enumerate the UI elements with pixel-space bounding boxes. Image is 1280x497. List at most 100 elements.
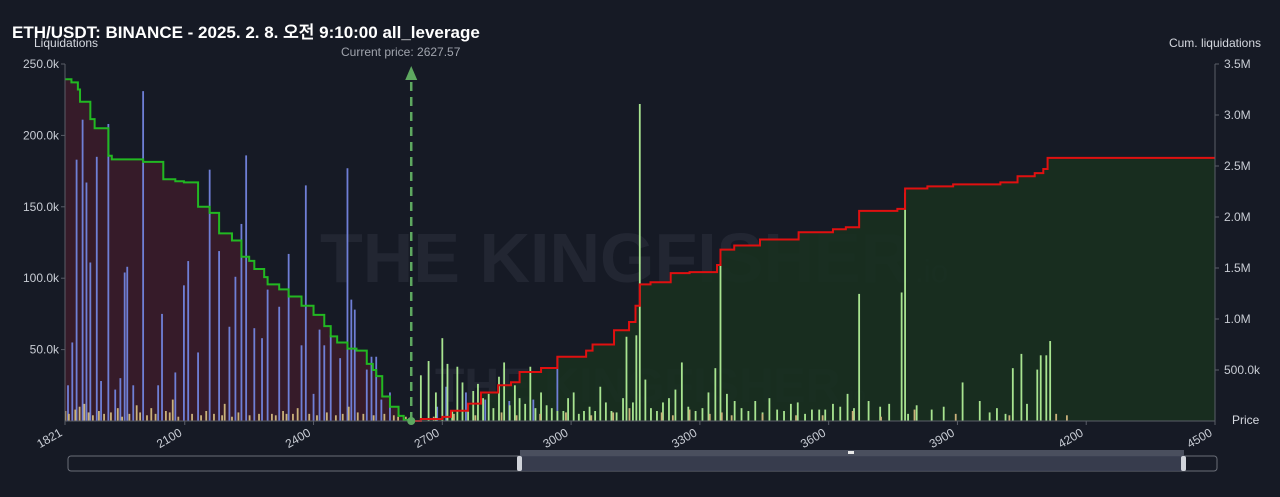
- bar-tan: [565, 412, 567, 421]
- bar-tan: [121, 416, 123, 421]
- bar-green: [482, 398, 485, 421]
- left-axis-title: Liquidations: [34, 36, 99, 50]
- bar-tan: [453, 413, 455, 421]
- bar-tan: [282, 411, 284, 421]
- bar-green: [588, 406, 591, 421]
- bar-green: [610, 411, 613, 421]
- bar-tan: [1055, 413, 1058, 421]
- bar-tan: [67, 413, 70, 421]
- bar-blue: [445, 386, 448, 421]
- bar-blue: [71, 342, 74, 421]
- bar-tan: [223, 403, 226, 421]
- bar-green: [498, 376, 500, 421]
- bar-tan: [1008, 415, 1011, 421]
- bar-green: [804, 413, 806, 421]
- short-area-fill: [410, 157, 1215, 421]
- bar-tan: [404, 416, 407, 421]
- bar-tan: [135, 405, 138, 421]
- bar-tan: [660, 412, 663, 421]
- bar-tan: [177, 416, 180, 421]
- bar-green: [930, 409, 933, 421]
- bar-blue: [228, 326, 231, 421]
- y2-tick-label: 3.0M: [1224, 108, 1251, 122]
- bar-tan: [392, 415, 395, 421]
- bar-blue: [353, 309, 356, 421]
- bar-green: [680, 362, 683, 421]
- bar-blue: [187, 261, 190, 421]
- bar-green: [961, 382, 964, 421]
- bar-green: [1011, 368, 1014, 421]
- bar-blue: [142, 91, 145, 421]
- y-tick-label: 200.0k: [23, 128, 60, 142]
- bar-tan: [258, 413, 260, 421]
- bar-green: [583, 411, 585, 421]
- bar-green: [832, 403, 834, 421]
- bar-green: [540, 392, 542, 421]
- bar-green: [1049, 341, 1052, 421]
- bar-blue: [304, 185, 307, 421]
- bar-tan: [347, 406, 350, 421]
- bar-tan: [913, 409, 916, 421]
- bar-blue: [287, 253, 290, 421]
- bar-tan: [1066, 415, 1068, 421]
- bar-tan: [761, 413, 764, 421]
- bar-green: [811, 409, 813, 421]
- range-slider-left-handle: [517, 456, 522, 471]
- bar-green: [915, 405, 918, 421]
- bar-tan: [720, 412, 723, 421]
- y2-tick-label: 500.0k: [1224, 363, 1261, 377]
- bar-green: [545, 405, 548, 421]
- bar-green: [1045, 355, 1048, 421]
- bar-tan: [83, 403, 86, 421]
- bar-green: [456, 366, 459, 421]
- bar-green: [622, 398, 624, 421]
- bar-blue: [380, 399, 383, 421]
- y-tick-label: 150.0k: [23, 200, 60, 214]
- bar-tan: [146, 415, 148, 421]
- bar-tan: [221, 415, 224, 421]
- bar-tan: [316, 415, 318, 421]
- bar-blue: [278, 306, 281, 421]
- bar-green: [1020, 353, 1023, 421]
- y-tick-label: 50.0k: [30, 343, 60, 357]
- bar-blue: [532, 399, 535, 421]
- bar-blue: [107, 123, 110, 421]
- bar-blue: [365, 369, 368, 421]
- bar-green: [562, 411, 565, 421]
- bar-blue: [436, 406, 439, 421]
- bar-green: [518, 398, 521, 421]
- bar-green: [434, 392, 437, 421]
- bar-green: [988, 412, 991, 421]
- bar-green: [674, 389, 677, 421]
- overlays: [67, 66, 1218, 472]
- bar-tan: [325, 412, 328, 421]
- bar-tan: [688, 409, 691, 421]
- bar-blue: [346, 168, 349, 421]
- bar-blue: [484, 399, 487, 421]
- bar-green: [687, 406, 690, 421]
- bar-green: [796, 402, 799, 421]
- bar-green: [427, 361, 430, 421]
- bar-blue: [100, 381, 102, 421]
- bar-green: [534, 408, 537, 421]
- bar-green: [662, 402, 664, 421]
- bar-blue: [197, 352, 199, 421]
- bar-green: [441, 338, 444, 421]
- bar-blue: [161, 313, 163, 421]
- bar-green: [768, 398, 771, 421]
- bar-blue: [370, 356, 373, 421]
- current-price-label: Current price: 2627.57: [341, 45, 461, 59]
- bar-green: [650, 408, 652, 421]
- bar-blue: [253, 328, 256, 421]
- bar-green: [615, 412, 618, 421]
- bar-blue: [261, 338, 263, 421]
- bar-green: [694, 411, 697, 421]
- chart-title: ETH/USDT: BINANCE - 2025. 2. 8. 오전 9:10:…: [12, 23, 480, 42]
- bar-tan: [356, 412, 359, 421]
- bar-green: [604, 402, 607, 421]
- bar-green: [656, 411, 658, 421]
- bar-tan: [880, 416, 882, 421]
- bar-tan: [248, 415, 251, 421]
- bar-tan: [334, 415, 337, 421]
